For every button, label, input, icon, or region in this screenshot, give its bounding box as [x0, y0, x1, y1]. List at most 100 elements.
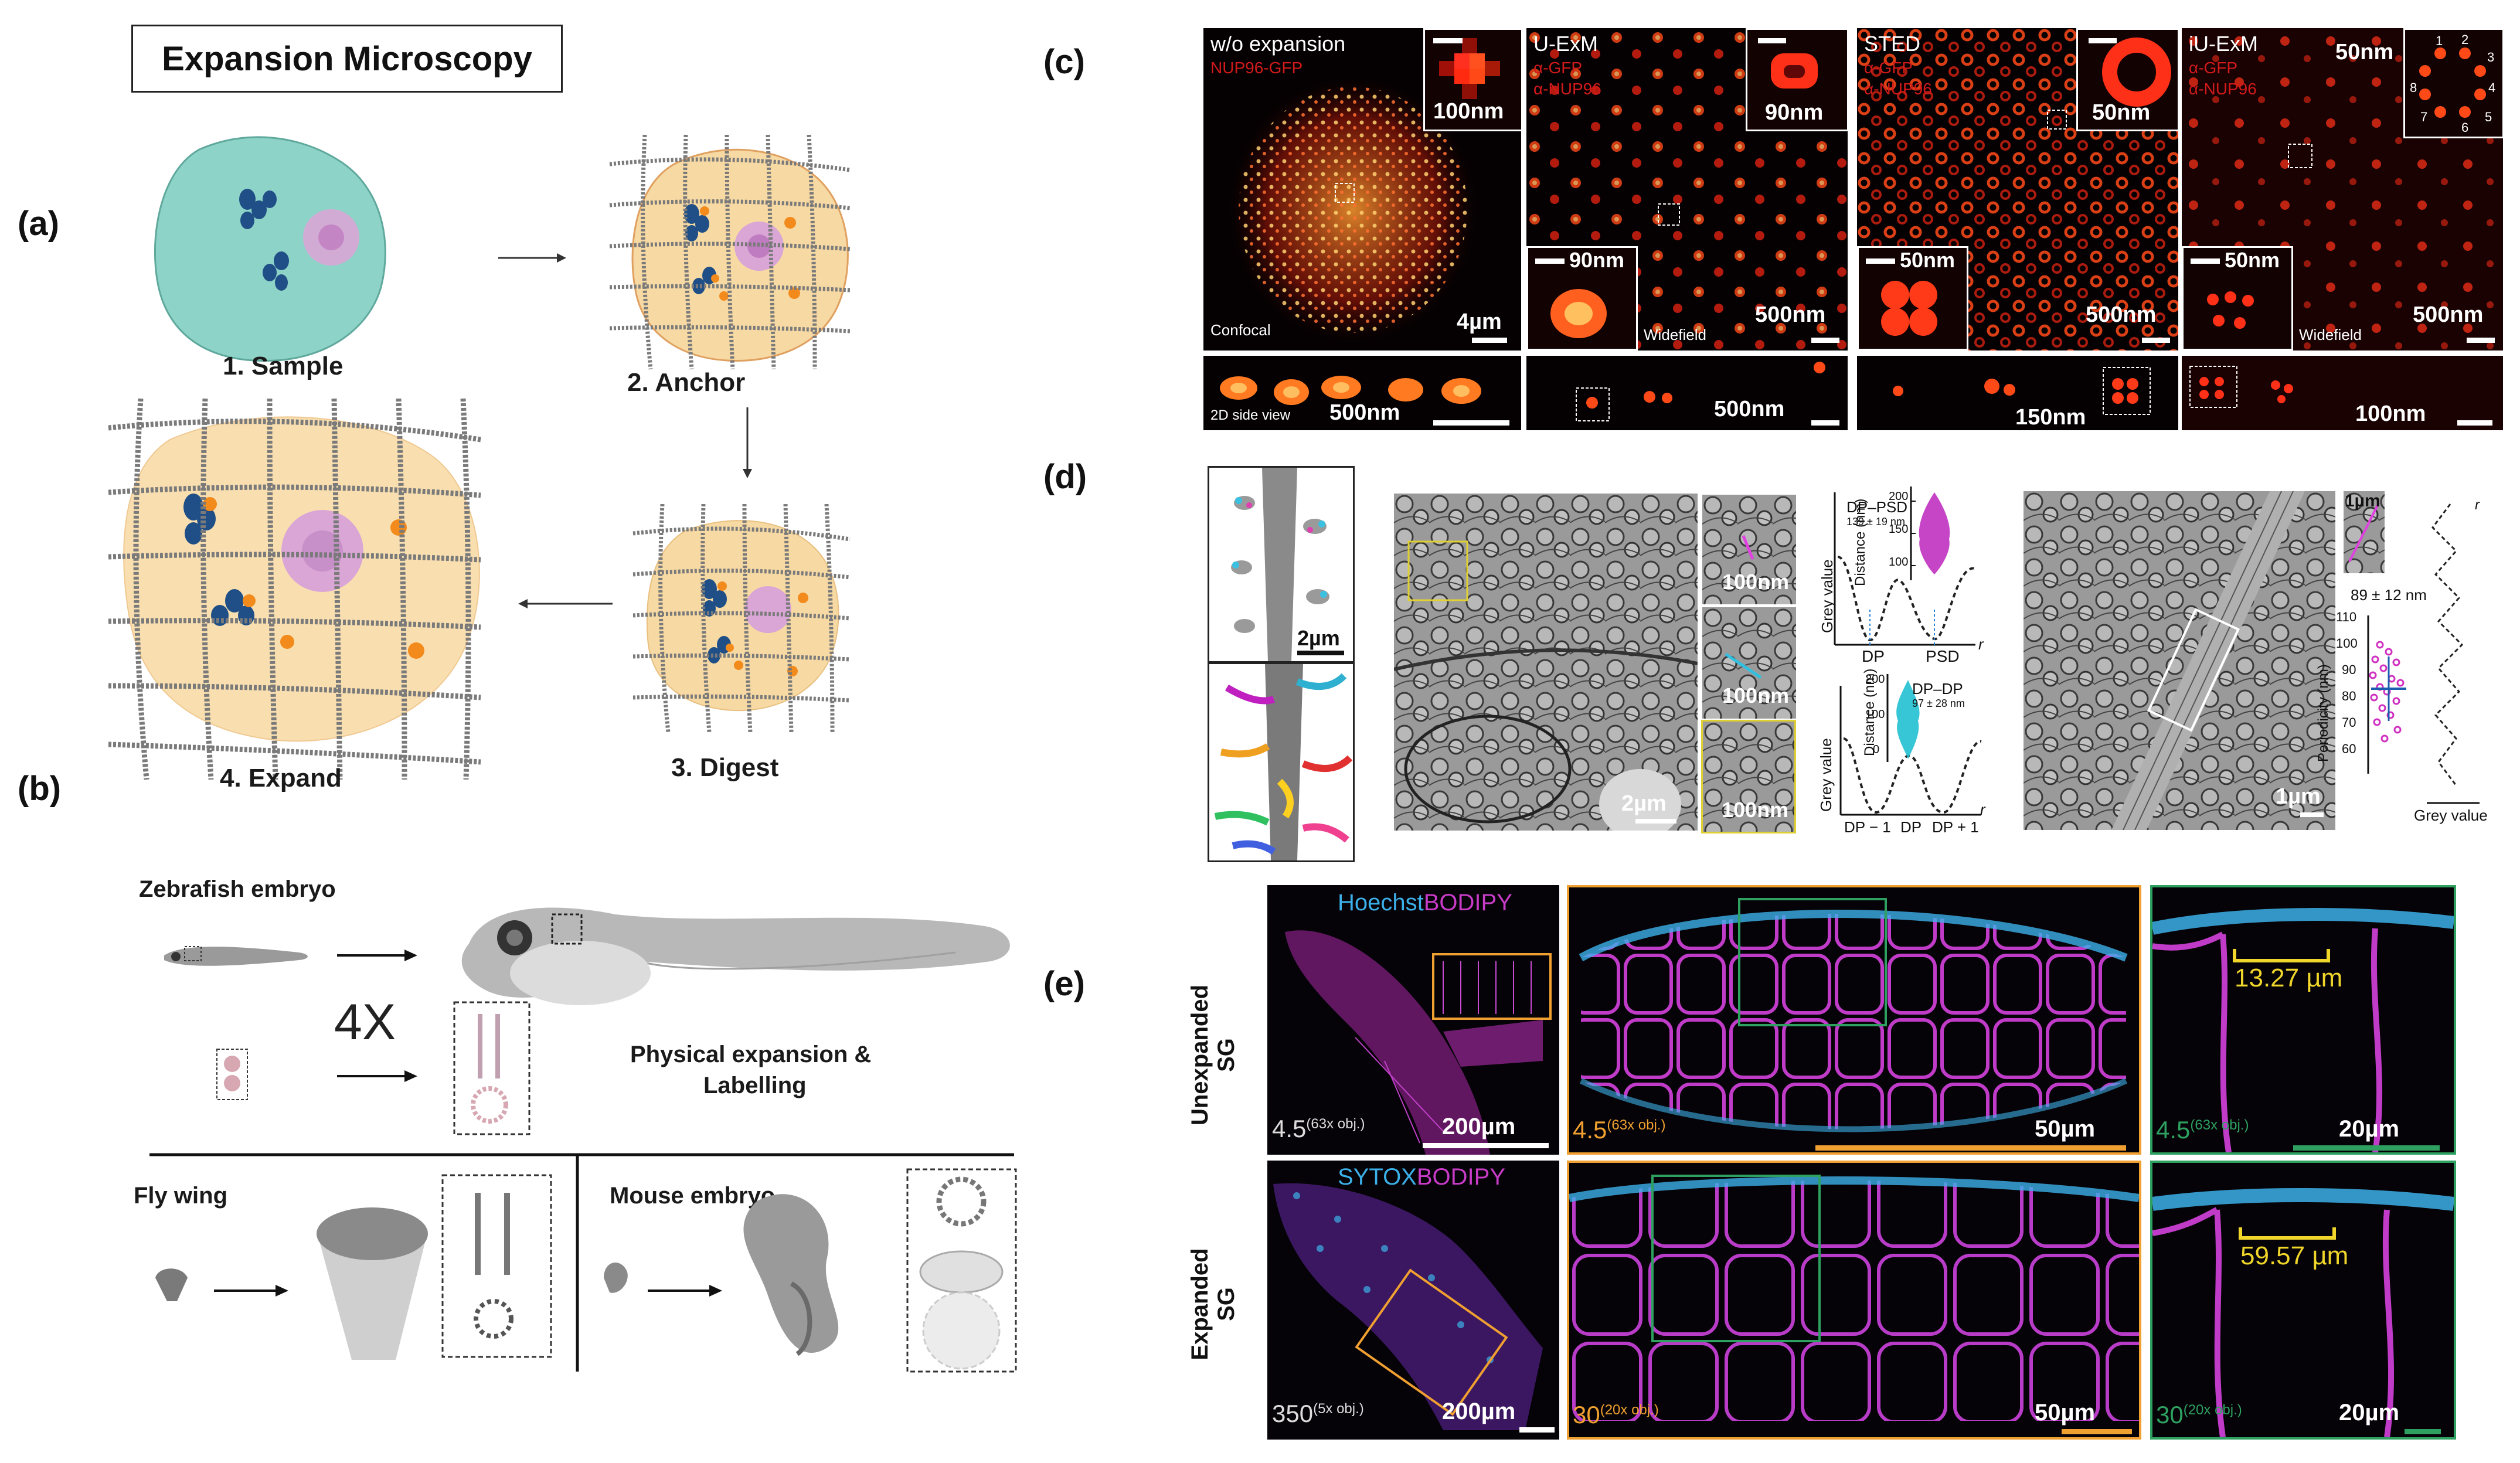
d2-x-dp: DP — [1900, 818, 1922, 836]
mouse-embryo-diagram — [604, 1168, 1017, 1373]
sample-cell — [154, 136, 386, 362]
lower-inset-scale-90nm: 90nm — [1569, 248, 1625, 272]
nup-number-5: 5 — [2485, 110, 2492, 124]
em-inset-2: 100nm — [1701, 606, 1797, 720]
dp-psd-title: DP–PSD — [1846, 498, 1908, 516]
axon-inset-scale: 1µm — [2345, 491, 2380, 511]
large-zebrafish — [461, 907, 1010, 1005]
scale-r1p1: 200µm — [1442, 1114, 1516, 1139]
em-image-axon: 1µm — [2024, 491, 2335, 830]
side-scale-500nm-u-exm: 500nm — [1714, 397, 1785, 421]
em-image-synapse: 2µm — [1394, 494, 1698, 831]
row-label-unexpanded-line1: Unexpanded — [1187, 984, 1213, 1126]
side-view-u-exm: 500nm — [1526, 356, 1848, 430]
step-anchor-label: 2. Anchor — [627, 368, 746, 397]
period-tick-90: 90 — [2342, 662, 2356, 677]
mag-label-r2p1: 350(5x obj.) — [1272, 1400, 1364, 1428]
sg-overview-expanded: SYTOXBODIPY 350(5x obj.) 200µm — [1267, 1161, 1559, 1440]
inset-u-exm: 90nm — [1746, 28, 1848, 131]
obj-label-r1p3: (63x obj.) — [2190, 1117, 2249, 1133]
obj-label-r2p2: (20x obj.) — [1600, 1402, 1659, 1418]
side-scale-100nm: 100nm — [2355, 402, 2426, 426]
side-scale-150nm: 150nm — [2015, 405, 2086, 430]
scale-r2p1: 200µm — [1442, 1399, 1516, 1424]
d2-ytick-0: 0 — [1873, 743, 1880, 756]
scale-r2p3: 20µm — [2339, 1400, 2400, 1425]
sg-detail-unexpanded: 13.27 µm 4.5(63x obj.) 20µm — [2150, 885, 2456, 1155]
d2-r-label: r — [1980, 801, 1985, 818]
stain-label-a-gfp: α-GFP — [1533, 59, 1583, 77]
nup-number-4: 4 — [2488, 80, 2496, 95]
panel-label-e: (e) — [1043, 965, 1085, 1003]
panel-label-b: (b) — [18, 770, 62, 808]
labelling-label: Labelling — [703, 1073, 807, 1098]
period-tick-60: 60 — [2342, 741, 2356, 756]
digest-gel — [632, 503, 851, 733]
fly-wing-diagram — [155, 1174, 552, 1360]
step-sample-label: 1. Sample — [223, 352, 344, 380]
label-widefield-iu-exm: Widefield — [2299, 326, 2362, 343]
obj-label-r2p3: (20x obj.) — [2183, 1402, 2242, 1418]
mag-value-r1p1: 4.5 — [1272, 1115, 1307, 1142]
axon-inset: 1µm — [2344, 491, 2385, 573]
nup-number-7: 7 — [2420, 110, 2428, 124]
d1-x-psd: PSD — [1926, 647, 1960, 665]
lower-inset-scale-50nm-sted: 50nm — [1900, 248, 1956, 272]
d1-r-label: r — [1978, 635, 1984, 653]
stain-sytox: SYTOX — [1338, 1164, 1417, 1190]
nup-panel-u-exm: U-ExM α-GFP α-NUP96 90nm 90nm Widefield … — [1526, 28, 1848, 351]
d2-distance-axis-label: Distance (nm) — [1862, 668, 1878, 756]
anchor-gel — [609, 134, 851, 370]
periodicity-value: 89 ± 12 nm — [2351, 586, 2427, 604]
grey-profile-plot — [2427, 503, 2480, 804]
main-scale-500nm-sted: 500nm — [2086, 302, 2157, 327]
side-view-iu-exm: 100nm — [2182, 356, 2503, 430]
mag-label-r2p2: 30(20x obj.) — [1573, 1401, 1659, 1429]
periodicity-axis-label: Periodicity (nm) — [2315, 664, 2331, 762]
zebrafish-label: Zebrafish embryo — [139, 876, 336, 902]
stain-label-a-nup96-iu: α-NUP96 — [2189, 80, 2257, 98]
fly-wing-label: Fly wing — [134, 1183, 227, 1209]
mouse-embryo-label: Mouse embryo — [610, 1183, 776, 1209]
dp-dp-title: DP–DP — [1912, 680, 1963, 698]
inset-scale-50nm-sted: 50nm — [2092, 100, 2151, 125]
sg-zoom-expanded: 30(20x obj.) 50µm — [1567, 1161, 2141, 1440]
nup-number-1: 1 — [2436, 33, 2443, 48]
stain-label-a-gfp-iu: α-GFP — [2189, 59, 2238, 77]
row-label-expanded-line2: SG — [1213, 1287, 1239, 1321]
expansion-workflow-diagram — [108, 134, 851, 780]
inset-scale-90nm: 90nm — [1765, 100, 1824, 125]
sg-detail-expanded: 59.57 µm 30(20x obj.) 20µm — [2150, 1161, 2456, 1440]
column-title-wo-expansion: w/o expansion — [1210, 32, 1346, 56]
label-widefield-u-exm: Widefield — [1644, 326, 1706, 343]
label-confocal: Confocal — [1210, 321, 1271, 339]
corner-scale-50nm: 50nm — [2335, 40, 2394, 64]
dendrite-render-top: 2µm — [1208, 466, 1355, 663]
scale-r1p2: 50µm — [2035, 1116, 2096, 1142]
periodicity-plot — [2367, 615, 2406, 774]
mag-value-r2p2: 30 — [1573, 1401, 1600, 1428]
d3-r-label: r — [2475, 497, 2480, 513]
lower-inset-iu-exm: 50nm — [2182, 246, 2293, 351]
nup-number-3: 3 — [2487, 50, 2495, 64]
arrow-anchor-to-digest — [743, 407, 752, 478]
em-inset-1-scale: 100nm — [1722, 570, 1790, 594]
stain-label-a-nup96-sted: α-NUP96 — [1864, 80, 1932, 98]
arrow-cells — [337, 1070, 417, 1082]
dashed-cell-box — [216, 1049, 248, 1100]
sg-overview-unexpanded: HoechstBODIPY 4.5(63x obj.) 200µm — [1267, 885, 1559, 1155]
side-view-wo-expansion: 2D side view 500nm — [1203, 356, 1521, 430]
stain-bodipy-bottom: BODIPY — [1416, 1164, 1506, 1190]
expanded-cell-box — [453, 1001, 530, 1135]
step-digest-label: 3. Digest — [671, 753, 779, 782]
main-scale-500nm-iu-exm: 500nm — [2413, 302, 2484, 327]
dendrite-scale-2um: 2µm — [1297, 626, 1340, 650]
obj-label-r2p1: (5x obj.) — [1313, 1401, 1364, 1417]
d2-ytick-100: 100 — [1865, 708, 1885, 721]
dendrite-render-bottom — [1208, 662, 1355, 862]
stain-bodipy-top: BODIPY — [1423, 890, 1512, 916]
mag-value-r1p3: 4.5 — [2156, 1116, 2191, 1144]
figure-title: Expansion Microscopy — [131, 25, 563, 93]
panel-label-a: (a) — [18, 205, 59, 243]
stain-label-nup96-gfp: NUP96-GFP — [1210, 59, 1303, 77]
